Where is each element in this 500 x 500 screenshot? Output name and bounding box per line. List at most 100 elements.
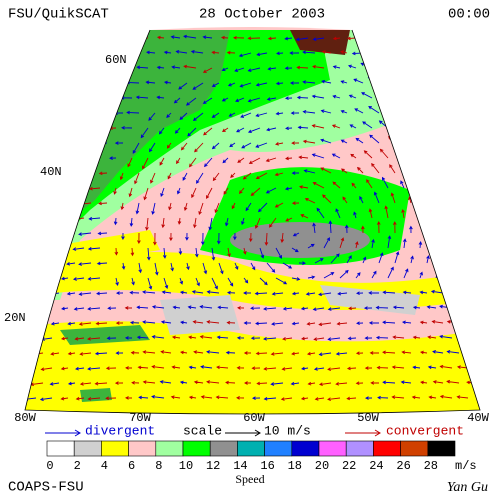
wind-arrow xyxy=(151,395,165,399)
wind-arrow xyxy=(151,202,156,215)
wind-arrow xyxy=(136,65,149,70)
wind-arrow xyxy=(91,66,101,71)
wind-arrow xyxy=(284,66,293,71)
wind-arrow xyxy=(227,247,231,258)
wind-arrow xyxy=(151,335,165,339)
wind-arrow xyxy=(482,211,485,218)
wind-arrow xyxy=(183,34,197,39)
wind-arrow xyxy=(402,290,412,295)
wind-arrow xyxy=(71,187,85,192)
wind-arrow xyxy=(275,111,284,116)
wind-arrow xyxy=(73,307,85,311)
wind-arrow xyxy=(327,337,341,341)
colorbar-label: 6 xyxy=(128,459,135,473)
wind-arrow xyxy=(355,241,359,249)
wind-arrow xyxy=(369,351,380,355)
wind-arrow xyxy=(25,307,37,311)
colorbar-label: 0 xyxy=(46,459,53,473)
wind-arrow xyxy=(465,50,476,55)
wind-arrow xyxy=(166,112,172,119)
wind-arrow xyxy=(307,275,316,280)
wind-arrow xyxy=(175,49,188,54)
wind-arrow xyxy=(432,350,444,354)
wind-arrow xyxy=(170,262,174,272)
wind-arrow xyxy=(413,91,421,99)
wind-arrow xyxy=(156,65,165,70)
wind-arrow xyxy=(467,269,472,279)
wind-arrow xyxy=(291,171,300,175)
wind-arrow xyxy=(289,81,300,85)
wind-arrow xyxy=(466,239,471,249)
colorbar-label: 28 xyxy=(424,459,438,473)
wind-arrow xyxy=(423,193,428,204)
wind-arrow xyxy=(400,180,405,189)
wind-arrow xyxy=(292,232,300,237)
wind-arrow xyxy=(57,97,69,101)
wind-arrow xyxy=(321,79,332,84)
wind-arrow xyxy=(182,172,188,181)
wind-arrow xyxy=(11,247,20,250)
wind-arrow xyxy=(89,156,101,161)
wind-arrow xyxy=(185,97,197,106)
wind-arrow xyxy=(311,153,325,159)
wind-arrow xyxy=(274,172,284,177)
wind-arrow xyxy=(404,78,412,84)
wind-arrow xyxy=(311,94,325,99)
wind-arrow xyxy=(302,50,316,55)
wind-arrow xyxy=(189,157,197,168)
wind-arrow xyxy=(188,335,197,340)
wind-arrow xyxy=(414,121,421,129)
wind-arrow xyxy=(355,351,364,356)
wind-arrow xyxy=(61,306,69,311)
wind-arrow xyxy=(216,232,221,245)
wind-arrow xyxy=(474,155,480,160)
wind-arrow xyxy=(193,350,204,354)
lon-label: 60W xyxy=(243,411,265,425)
wind-arrow xyxy=(291,277,301,281)
wind-arrow xyxy=(375,335,389,340)
wind-arrow xyxy=(366,51,380,55)
wind-arrow xyxy=(252,396,261,400)
wind-arrow xyxy=(323,237,330,249)
wind-arrow xyxy=(335,351,348,356)
wind-arrow xyxy=(449,205,453,219)
wind-arrow xyxy=(171,335,181,340)
wind-arrow xyxy=(419,104,428,114)
colorbar-cell xyxy=(209,440,238,457)
wind-arrow xyxy=(58,127,69,131)
wind-arrow xyxy=(211,50,220,55)
wind-arrow xyxy=(476,365,480,370)
wind-arrow xyxy=(368,208,373,219)
wind-arrow xyxy=(179,380,188,385)
wind-arrow xyxy=(371,238,375,249)
wind-arrow xyxy=(355,137,364,144)
wind-arrow xyxy=(25,51,28,56)
wind-arrow xyxy=(25,112,28,116)
wind-arrow xyxy=(8,37,20,40)
wind-arrow xyxy=(465,210,470,219)
wind-arrow xyxy=(26,66,37,71)
wind-arrow xyxy=(63,142,76,146)
wind-arrow xyxy=(88,186,101,191)
wind-arrow xyxy=(432,380,444,384)
wind-arrow xyxy=(430,289,444,294)
wind-arrow xyxy=(304,197,316,204)
wind-arrow xyxy=(323,272,335,279)
legend-scale: scale xyxy=(183,423,222,438)
wind-arrow xyxy=(78,232,92,236)
wind-arrow xyxy=(412,335,421,340)
wind-arrow xyxy=(295,37,309,42)
wind-arrow xyxy=(14,397,20,400)
wind-arrow xyxy=(472,196,477,204)
wind-arrow xyxy=(220,35,229,40)
wind-arrow xyxy=(436,132,444,144)
wind-arrow xyxy=(263,396,277,401)
wind-arrow xyxy=(363,150,373,159)
wind-arrow xyxy=(392,221,397,234)
wind-arrow xyxy=(400,380,412,385)
wind-arrow xyxy=(392,335,405,340)
wind-arrow xyxy=(223,187,229,195)
wind-arrow xyxy=(87,246,101,251)
wind-arrow xyxy=(132,142,140,154)
wind-arrow xyxy=(302,110,316,114)
